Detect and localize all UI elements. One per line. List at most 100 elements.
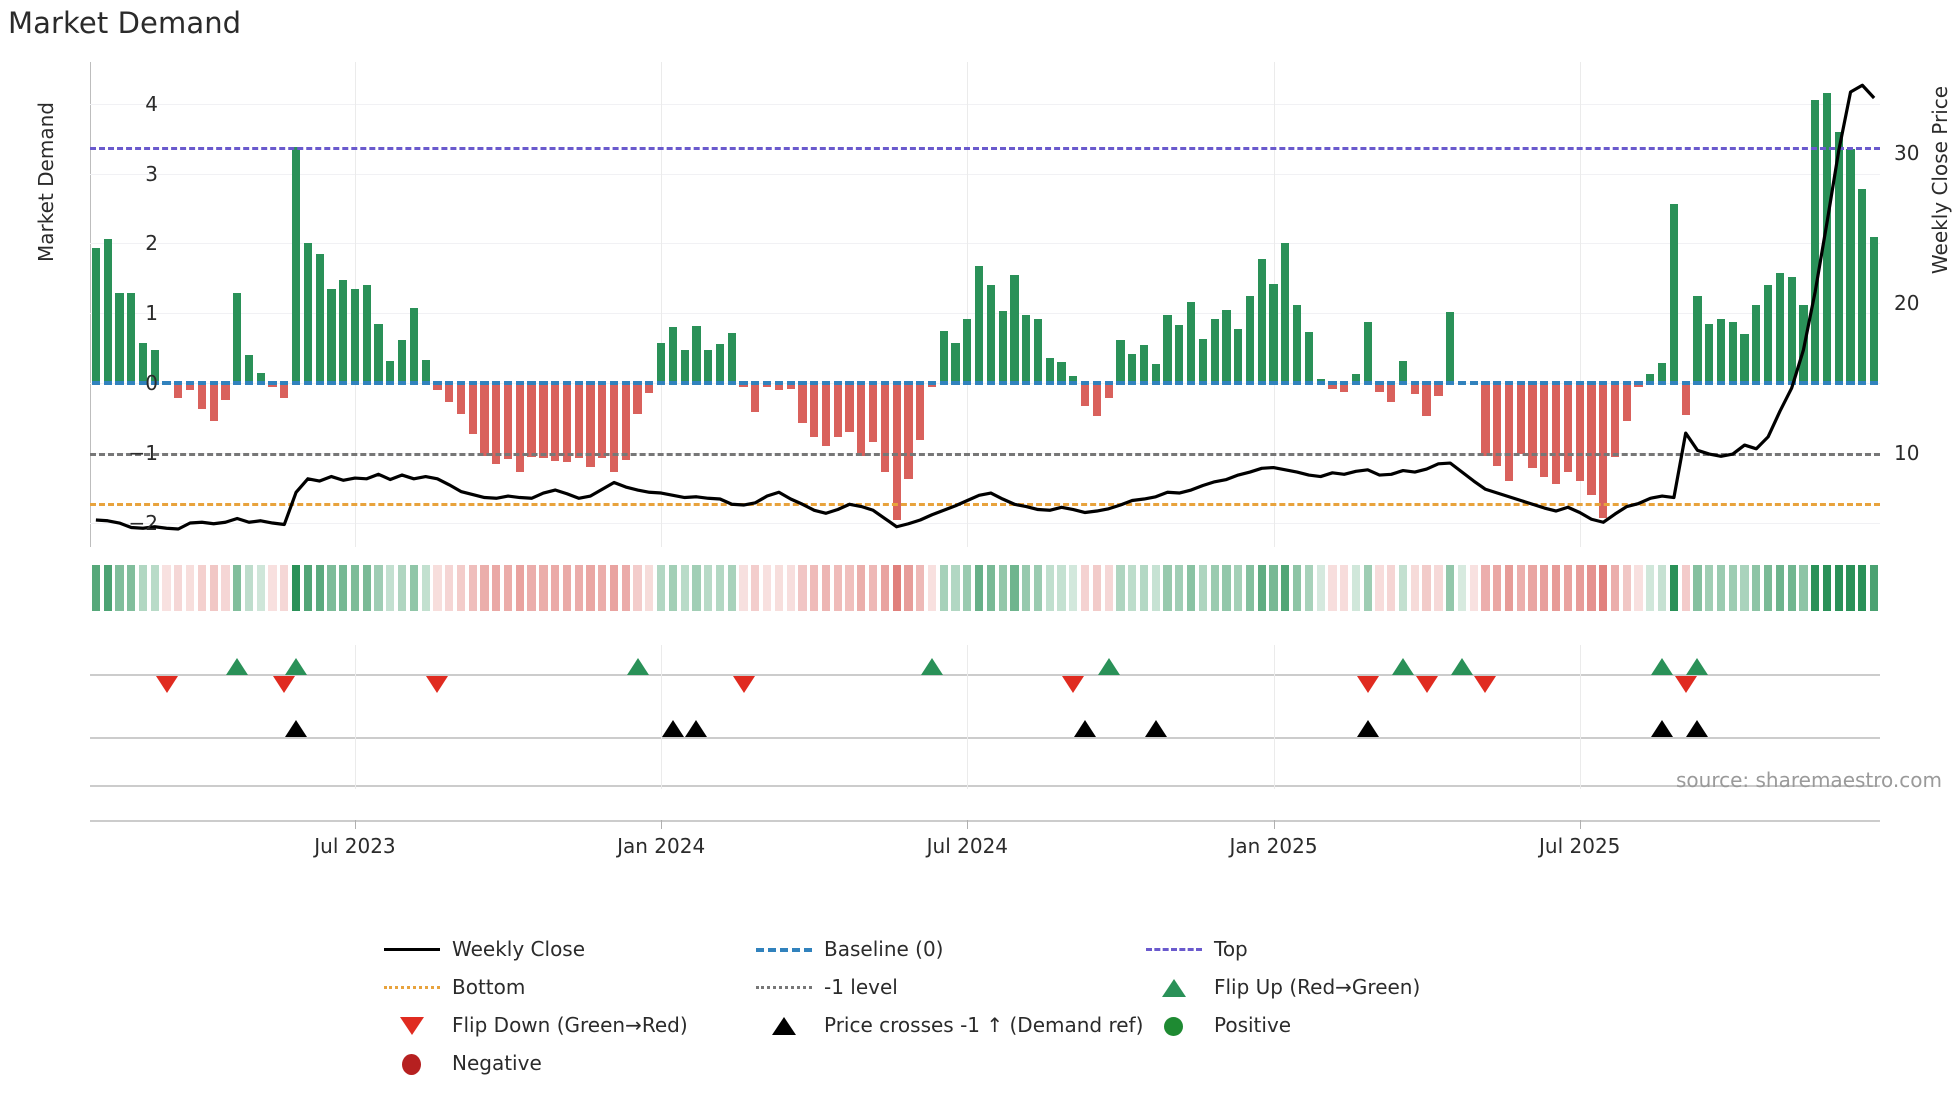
demand-bar <box>1858 189 1867 384</box>
demand-bar <box>421 360 430 384</box>
flip-marker-panel <box>90 645 1880 693</box>
legend-item[interactable]: Flip Down (Green→Red) <box>380 1006 688 1044</box>
bottom-dash-icon <box>384 986 440 989</box>
demand-bar <box>1340 383 1349 393</box>
baseline-segment <box>904 381 913 385</box>
demand-bar <box>1398 360 1408 384</box>
heat-cell <box>162 565 171 611</box>
legend-item[interactable]: Bottom <box>380 968 525 1006</box>
demand-bar <box>633 383 642 414</box>
baseline-segment <box>562 381 572 385</box>
gridline-h <box>90 173 1880 175</box>
demand-bar <box>739 383 748 388</box>
heat-cell <box>939 565 948 611</box>
demand-bar <box>433 383 442 390</box>
baseline-segment <box>127 381 136 385</box>
flip-down-marker <box>273 676 296 693</box>
flip-down-marker <box>1062 676 1085 693</box>
heat-cell <box>421 565 430 611</box>
flip-up-marker <box>1651 658 1674 675</box>
legend-item[interactable]: Negative <box>380 1044 542 1082</box>
price-cross-marker <box>1686 720 1709 737</box>
heat-cell <box>397 565 407 611</box>
baseline-segment <box>1234 381 1243 385</box>
heat-cell <box>527 565 536 611</box>
heat-cell <box>291 565 301 611</box>
heat-cell <box>798 565 807 611</box>
flip-down-marker <box>1356 676 1379 693</box>
baseline-segment <box>927 381 937 385</box>
baseline-segment <box>233 381 242 385</box>
heat-cell <box>1398 565 1408 611</box>
legend-item[interactable]: Weekly Close <box>380 930 585 968</box>
demand-bar <box>174 383 183 399</box>
heat-cell <box>280 565 289 611</box>
legend-item[interactable]: Positive <box>1142 1006 1291 1044</box>
legend-label: Price crosses -1 ↑ (Demand ref) <box>824 1013 1144 1037</box>
legend-key <box>1142 968 1206 1006</box>
baseline-segment <box>798 381 807 385</box>
demand-bar <box>1316 378 1325 384</box>
legend-item[interactable]: -1 level <box>752 968 898 1006</box>
baseline-segment <box>1622 381 1631 385</box>
legend-key <box>380 930 444 968</box>
heat-cell <box>1693 565 1702 611</box>
x-axis <box>90 820 1880 822</box>
baseline-segment <box>1398 381 1408 385</box>
minus-one-dash-icon <box>756 986 812 989</box>
baseline-segment <box>1705 381 1714 385</box>
heat-cell <box>1292 565 1302 611</box>
baseline-segment <box>256 381 265 385</box>
legend-item[interactable]: Top <box>1142 930 1248 968</box>
price-cross-marker <box>1651 720 1674 737</box>
baseline-segment <box>1175 381 1184 385</box>
source-attribution: source: sharemaestro.com <box>1676 768 1942 792</box>
demand-bar <box>1622 383 1631 422</box>
heat-cell <box>986 565 995 611</box>
legend-item[interactable]: Price crosses -1 ↑ (Demand ref) <box>752 1006 1143 1044</box>
legend-row-1: Weekly Close Baseline (0) Top <box>380 930 1580 968</box>
demand-bar <box>668 327 678 384</box>
heat-cell <box>1128 565 1137 611</box>
heat-cell <box>586 565 595 611</box>
heat-cell <box>539 565 548 611</box>
legend-label: Negative <box>452 1051 542 1075</box>
heat-cell <box>468 565 477 611</box>
baseline-segment <box>445 381 454 385</box>
heat-cell <box>1410 565 1419 611</box>
heat-cell <box>1646 565 1655 611</box>
baseline-segment <box>1257 381 1266 385</box>
heat-cell <box>751 565 760 611</box>
gridline-v <box>354 693 356 741</box>
demand-bar <box>1834 131 1843 384</box>
baseline-segment <box>1834 381 1843 385</box>
gridline-h <box>90 103 1880 105</box>
heat-cell <box>1210 565 1219 611</box>
gridline-v <box>661 741 663 789</box>
y-tick-left: −2 <box>128 510 158 535</box>
demand-bar <box>551 383 560 462</box>
heat-cell <box>1740 565 1749 611</box>
legend-item[interactable]: Flip Up (Red→Green) <box>1142 968 1420 1006</box>
demand-heat-strip <box>90 565 1880 611</box>
heat-cell <box>763 565 772 611</box>
spacer-panel-a <box>90 741 1880 789</box>
heat-cell <box>503 565 513 611</box>
demand-bar <box>209 383 218 422</box>
baseline-segment <box>1222 381 1231 385</box>
baseline-segment <box>551 381 560 385</box>
legend-item[interactable]: Baseline (0) <box>752 930 943 968</box>
heat-cell <box>1834 565 1843 611</box>
baseline-segment <box>1516 381 1525 385</box>
demand-bar <box>1245 296 1255 384</box>
heat-cell <box>1716 565 1726 611</box>
baseline-segment <box>1457 381 1467 385</box>
demand-bar <box>1764 285 1773 384</box>
gridline-h <box>90 313 1880 315</box>
heat-cell <box>998 565 1007 611</box>
demand-bar <box>1481 383 1490 456</box>
baseline-segment <box>1434 381 1443 385</box>
heat-cell <box>1022 565 1031 611</box>
legend-key <box>1142 1006 1206 1044</box>
demand-bar <box>197 383 206 409</box>
